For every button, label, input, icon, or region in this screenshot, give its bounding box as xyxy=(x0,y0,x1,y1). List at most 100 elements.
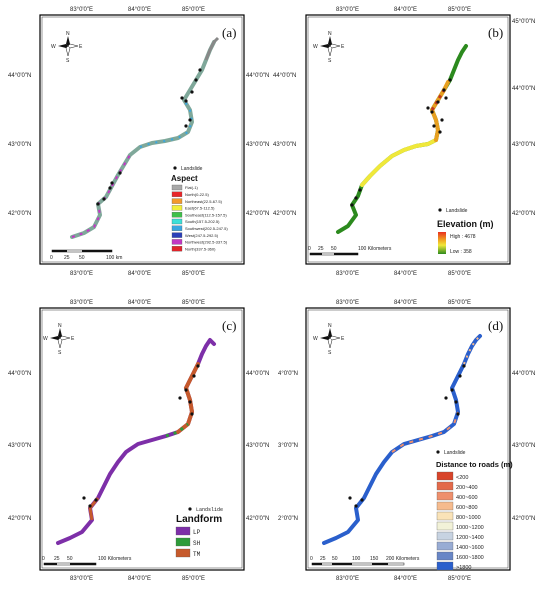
scale-bar: 0 25 50 100 150 200 Kilometers xyxy=(310,556,420,566)
scale-bar: 0 25 50 100 Kilometers xyxy=(42,556,132,566)
svg-text:85°0'0"E: 85°0'0"E xyxy=(182,576,205,582)
legend-swatch xyxy=(171,212,183,218)
legend-label: 1000~1200 xyxy=(456,525,484,531)
legend-swatch xyxy=(171,184,183,191)
legend-swatch xyxy=(171,232,183,238)
svg-text:25: 25 xyxy=(54,556,60,562)
legend-swatch xyxy=(436,521,454,531)
svg-text:43°0'0"N: 43°0'0"N xyxy=(273,142,296,148)
svg-text:N: N xyxy=(328,323,332,329)
svg-text:84°0'0"E: 84°0'0"E xyxy=(128,300,151,306)
legend-label: 400~600 xyxy=(456,495,478,501)
svg-text:100 Kilometers: 100 Kilometers xyxy=(98,556,132,562)
legend-title: Aspect xyxy=(171,174,198,183)
svg-text:E: E xyxy=(79,44,83,50)
svg-text:0: 0 xyxy=(42,556,45,562)
svg-text:S: S xyxy=(66,58,70,64)
svg-text:E: E xyxy=(341,336,345,342)
svg-text:85°0'0"E: 85°0'0"E xyxy=(448,576,471,582)
north-arrow-icon: N S E W xyxy=(313,323,345,356)
legend-label: 1200~1400 xyxy=(456,535,484,541)
legend-swatch xyxy=(171,205,183,211)
svg-text:2°0'0"N: 2°0'0"N xyxy=(278,516,298,522)
svg-text:E: E xyxy=(71,336,75,342)
legend-swatch xyxy=(436,561,454,571)
svg-text:85°0'0"E: 85°0'0"E xyxy=(448,271,471,277)
legend-label: TM xyxy=(193,551,201,558)
landslide-points xyxy=(96,68,202,206)
y-tick: 44°0'0"N xyxy=(246,73,269,79)
panel-letter: (b) xyxy=(488,25,503,40)
legend-swatch xyxy=(436,511,454,521)
svg-text:43°0'0"N: 43°0'0"N xyxy=(8,443,31,449)
svg-text:42°0'0"N: 42°0'0"N xyxy=(8,516,31,522)
landslide-legend-label: Landslide xyxy=(181,166,203,172)
legend-swatch xyxy=(436,551,454,561)
legend-swatch xyxy=(171,198,183,204)
legend-swatch xyxy=(171,225,183,231)
svg-text:83°0'0"E: 83°0'0"E xyxy=(70,300,93,306)
svg-text:44°0'0"N: 44°0'0"N xyxy=(246,371,269,377)
svg-text:S: S xyxy=(58,350,62,356)
svg-text:50: 50 xyxy=(332,556,338,562)
y-tick: 43°0'0"N xyxy=(246,142,269,148)
x-tick: 85°0'0"E xyxy=(182,271,205,277)
svg-text:44°0'0"N: 44°0'0"N xyxy=(512,86,535,92)
svg-text:85°0'0"E: 85°0'0"E xyxy=(448,300,471,306)
legend-label: Southeast(112.5-157.5) xyxy=(185,212,227,217)
panel-letter: (a) xyxy=(222,25,236,40)
x-tick: 85°0'0"E xyxy=(182,7,205,13)
svg-text:44°0'0"N: 44°0'0"N xyxy=(512,371,535,377)
legend-swatch xyxy=(171,191,183,197)
svg-text:S: S xyxy=(328,58,332,64)
svg-text:100 Kilometers: 100 Kilometers xyxy=(358,246,392,252)
legend-swatch xyxy=(436,481,454,491)
panel-letter: (c) xyxy=(222,318,236,333)
landslide-points xyxy=(82,364,200,508)
svg-text:44°0'0"N: 44°0'0"N xyxy=(8,371,31,377)
legend-label: Northeast(22.5-67.5) xyxy=(185,199,223,204)
svg-text:42°0'0"N: 42°0'0"N xyxy=(246,516,269,522)
legend-swatch xyxy=(436,541,454,551)
svg-text:100 km: 100 km xyxy=(106,255,122,261)
panel-letter: (d) xyxy=(488,318,503,333)
svg-text:N: N xyxy=(58,323,62,329)
x-tick: 84°0'0"E xyxy=(128,271,151,277)
legend-label: 1600~1800 xyxy=(456,555,484,561)
svg-text:42°0'0"N: 42°0'0"N xyxy=(512,211,535,217)
legend-label: Southwest(202.5-247.5) xyxy=(185,226,228,231)
panel-a: 83°0'0"E 84°0'0"E 85°0'0"E 83°0'0"E 84°0… xyxy=(8,7,269,277)
svg-text:W: W xyxy=(51,44,56,50)
landslide-points xyxy=(348,364,466,508)
legend-label: 1400~1600 xyxy=(456,545,484,551)
legend-swatch xyxy=(436,531,454,541)
x-tick: 83°0'0"E xyxy=(70,271,93,277)
legend-label: SH xyxy=(193,540,201,547)
legend-swatch xyxy=(175,548,191,558)
svg-text:42°0'0"N: 42°0'0"N xyxy=(273,211,296,217)
svg-text:50: 50 xyxy=(79,255,85,261)
legend-label: >1800 xyxy=(456,565,471,571)
legend-label: Flat(-1) xyxy=(185,185,199,190)
svg-text:85°0'0"E: 85°0'0"E xyxy=(182,300,205,306)
legend-label: 600~800 xyxy=(456,505,478,511)
svg-text:85°0'0"E: 85°0'0"E xyxy=(448,7,471,13)
landslide-points xyxy=(350,78,452,207)
legend-swatch xyxy=(175,537,191,547)
legend-swatch xyxy=(171,218,183,225)
svg-text:N: N xyxy=(328,31,332,37)
landform-legend: LP SH TM xyxy=(175,526,201,558)
svg-text:N: N xyxy=(66,31,70,37)
svg-text:3°0'0"N: 3°0'0"N xyxy=(278,443,298,449)
legend-label: Northwest(292.5-337.5) xyxy=(185,240,228,245)
distance-legend: <200 200~400 400~600 600~800 800~1000 1000~12… xyxy=(436,471,484,571)
svg-text:44°0'0"N: 44°0'0"N xyxy=(273,73,296,79)
legend-label: North(337.5-360) xyxy=(185,246,216,251)
svg-text:W: W xyxy=(313,336,318,342)
river-route xyxy=(56,338,216,545)
svg-text:150: 150 xyxy=(370,556,379,562)
svg-text:0: 0 xyxy=(310,556,313,562)
elevation-low: Low : 358 xyxy=(450,249,472,255)
aspect-legend: Flat(-1) North(0-22.5) Northeast(22.5-67.5… xyxy=(171,184,228,251)
